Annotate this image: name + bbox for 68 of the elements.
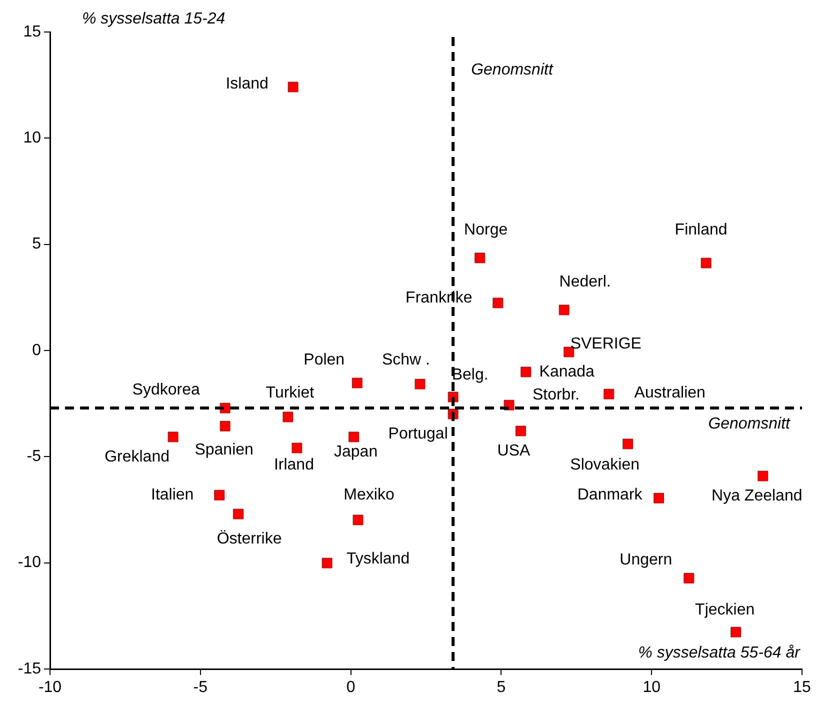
annotation: Frankrike <box>406 289 472 306</box>
annotation: Kanada <box>539 363 595 380</box>
point <box>348 432 360 442</box>
annotation: Australien <box>634 384 706 402</box>
point <box>758 470 768 482</box>
point <box>604 388 614 400</box>
y-tick-label: 10 <box>23 130 42 147</box>
y-tick-label: -15 <box>18 660 42 678</box>
annotation: Norge <box>464 221 508 238</box>
y-tick-label: 15 <box>23 23 42 40</box>
annotation: Portugal <box>388 425 448 442</box>
annotation: Tjeckien <box>695 601 755 618</box>
point <box>474 252 486 264</box>
y-axis-title: % sysselsatta 15-24 <box>82 10 226 28</box>
point <box>414 378 426 390</box>
annotation: Island <box>226 75 268 92</box>
x-tick-label: 5 <box>496 679 506 696</box>
point <box>214 490 225 500</box>
point <box>292 442 302 454</box>
y-tick-label: -10 <box>18 554 42 572</box>
annotation: USA <box>497 442 531 460</box>
point <box>282 412 294 422</box>
point <box>352 378 362 388</box>
annotation: Nya Zeeland <box>712 487 802 504</box>
annotation: Italien <box>151 486 194 504</box>
annotation: Irland <box>274 456 314 474</box>
x-tick-label: 15 <box>793 679 811 696</box>
ref-line-label: Genomsnitt <box>708 415 791 432</box>
point <box>700 258 712 268</box>
annotation: Schw . <box>382 351 430 368</box>
ref-line-label: Genomsnitt <box>471 61 554 78</box>
annotation: Storbr. <box>532 386 580 404</box>
annotation: Turkiet <box>266 384 315 402</box>
point <box>520 366 532 378</box>
annotation: Danmark <box>577 486 644 504</box>
annotation: Polen <box>304 351 345 368</box>
x-tick-label: 0 <box>346 679 356 696</box>
point <box>322 558 332 568</box>
y-tick-label: 0 <box>32 342 42 359</box>
point <box>288 82 298 92</box>
annotation: Finland <box>674 221 728 238</box>
x-tick-label: -5 <box>193 679 208 696</box>
point <box>730 626 742 638</box>
x-tick-label: 10 <box>642 679 661 696</box>
annotation: SVERIGE <box>570 335 642 352</box>
annotation: Nederl. <box>559 273 611 290</box>
annotation: Slovakien <box>570 456 640 474</box>
annotation: Spanien <box>194 441 254 458</box>
x-axis-title: % sysselsatta 55-64 år <box>638 644 801 662</box>
point <box>516 426 526 436</box>
annotation: Sydkorea <box>132 381 200 398</box>
y-tick-label: 5 <box>32 236 42 253</box>
point <box>558 304 570 316</box>
annotation: Tyskland <box>346 550 410 568</box>
point <box>233 508 244 520</box>
y-tick-label: -5 <box>26 448 42 466</box>
point <box>622 438 634 450</box>
point <box>220 420 230 432</box>
annotation: Mexiko <box>344 486 394 504</box>
annotation: Ungern <box>620 552 672 569</box>
annotation: Japan <box>334 443 378 460</box>
point <box>654 492 664 504</box>
point <box>168 432 178 442</box>
point <box>684 572 694 584</box>
point <box>492 298 504 308</box>
annotation: Grekland <box>104 448 170 466</box>
annotation: Österrike <box>216 529 282 548</box>
point <box>352 514 364 526</box>
